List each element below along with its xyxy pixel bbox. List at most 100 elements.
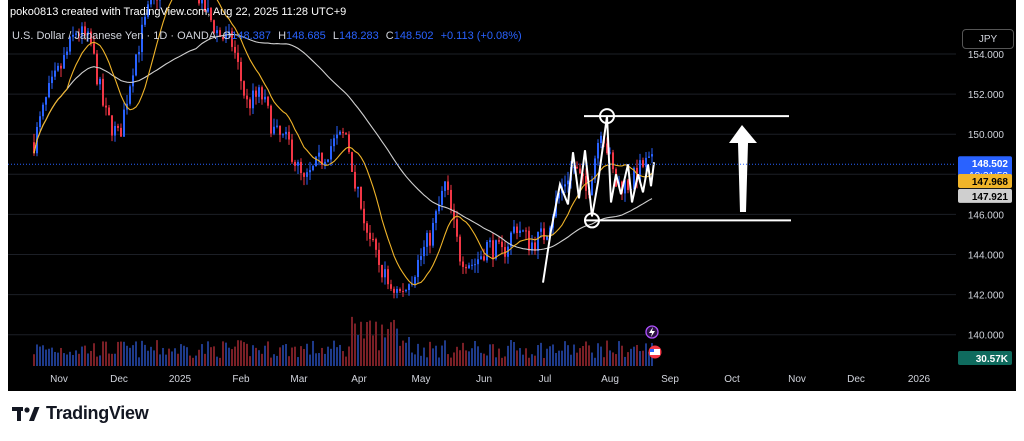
volume-bar — [582, 345, 584, 366]
volume-bar — [507, 345, 509, 366]
volume-bar — [441, 345, 443, 366]
candle-body — [306, 172, 308, 177]
price-tick-label: 142.000 — [968, 291, 1005, 302]
volume-bar — [204, 353, 206, 366]
candle-body — [462, 261, 464, 267]
candle-body — [99, 78, 101, 85]
time-tick-label: Dec — [847, 374, 865, 385]
volume-bar — [171, 351, 173, 366]
open-label: O — [222, 30, 232, 42]
candle-body — [105, 105, 107, 108]
currency-button[interactable]: JPY — [962, 29, 1014, 49]
candle-body — [150, 0, 152, 5]
time-tick-label: Apr — [351, 374, 367, 385]
candle-body — [309, 170, 311, 173]
candle-body — [324, 161, 326, 165]
volume-bar — [399, 345, 401, 366]
ma-long-line — [33, 33, 653, 251]
candle-body — [51, 76, 53, 84]
candle-body — [540, 228, 542, 232]
candle-body — [285, 131, 287, 135]
volume-bar — [513, 341, 515, 366]
time-axis: Nov Dec 2025 Feb Mar Apr May Jun Jul Aug Sep Oct Nov… — [50, 374, 930, 385]
candle-body — [426, 232, 428, 247]
candle-body — [441, 190, 443, 205]
us-flag-icon — [650, 349, 660, 355]
candle-body — [450, 189, 452, 210]
candle-body — [432, 222, 434, 246]
volume-bar — [486, 355, 488, 366]
volume-bar — [111, 353, 113, 366]
volume-bar — [246, 343, 248, 366]
volume-bar — [369, 320, 371, 366]
candle-body — [480, 256, 482, 260]
candle-body — [489, 240, 491, 243]
candle-body — [423, 246, 425, 257]
candle-body — [624, 180, 626, 194]
candle-body — [453, 209, 455, 220]
candle-body — [339, 131, 341, 135]
volume-bar — [120, 341, 122, 366]
volume-bar — [525, 348, 527, 366]
volume-bar — [135, 341, 137, 366]
candle-body — [231, 31, 233, 47]
volume-bar — [330, 348, 332, 366]
volume-bar — [561, 350, 563, 366]
time-tick-label: Sep — [661, 374, 679, 385]
volume-bar — [357, 335, 359, 366]
candle-body — [33, 142, 35, 154]
candle-body — [204, 0, 206, 12]
candle-body — [315, 156, 317, 167]
volume-bar — [54, 351, 56, 366]
time-tick-label: Oct — [724, 374, 740, 385]
annotations — [8, 108, 956, 359]
svg-text:30.57K: 30.57K — [976, 354, 1009, 365]
volume-bar — [435, 345, 437, 366]
candle-body — [366, 223, 368, 233]
volume-bar — [180, 344, 182, 366]
volume-bar — [615, 354, 617, 366]
price-tick-label: 150.000 — [968, 130, 1005, 141]
volume-bar — [249, 356, 251, 366]
candles — [33, 0, 653, 299]
volume-bar — [504, 356, 506, 366]
volume-bar — [84, 345, 86, 366]
volume-bar — [537, 345, 539, 366]
volume-bar — [633, 346, 635, 366]
volume-bar — [66, 354, 68, 366]
volume-bar — [348, 346, 350, 366]
brand-name: TradingView — [46, 403, 149, 423]
volume-bar — [540, 342, 542, 366]
candle-body — [57, 65, 59, 71]
volume-bar — [219, 357, 221, 366]
candle-body — [81, 26, 83, 37]
volume-bar — [396, 328, 398, 366]
candle-body — [519, 230, 521, 234]
event-icons — [645, 325, 662, 359]
volume-bar — [342, 351, 344, 366]
volume-bar — [588, 345, 590, 366]
candle-body — [69, 36, 71, 52]
volume-bar — [600, 346, 602, 366]
chart-frame[interactable] — [8, 0, 1016, 391]
volume-bar — [267, 341, 269, 366]
volume-bar — [495, 357, 497, 366]
volume-bars — [33, 316, 653, 366]
price-tick-label: 154.000 — [968, 50, 1005, 61]
volume-bar — [222, 341, 224, 366]
volume-bar — [168, 348, 170, 366]
volume-bar — [264, 345, 266, 366]
volume-bar — [360, 321, 362, 366]
price-tick-label: 146.000 — [968, 210, 1005, 221]
price-tick-label: 152.000 — [968, 90, 1005, 101]
volume-bar — [261, 353, 263, 366]
volume-bar — [138, 357, 140, 366]
volume-bar — [192, 357, 194, 366]
volume-bar — [327, 346, 329, 366]
candle-body — [303, 173, 305, 177]
volume-bar — [285, 344, 287, 366]
high-value: 148.685 — [286, 30, 326, 42]
volume-bar — [279, 347, 281, 366]
volume-bar — [129, 347, 131, 366]
